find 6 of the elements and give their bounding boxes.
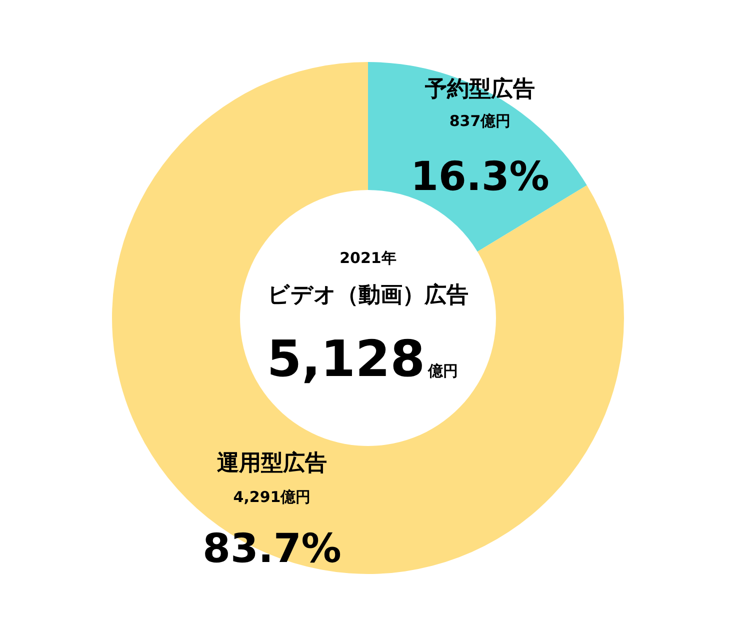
annotation: 16.3% bbox=[410, 154, 550, 200]
title: ビデオ（動画）広告 bbox=[268, 283, 468, 308]
annotation: 5,128 bbox=[266, 330, 425, 388]
annotation: 億円 bbox=[428, 362, 458, 380]
annotation: 83.7% bbox=[202, 526, 342, 572]
subtitle: 2021年 bbox=[340, 249, 396, 267]
